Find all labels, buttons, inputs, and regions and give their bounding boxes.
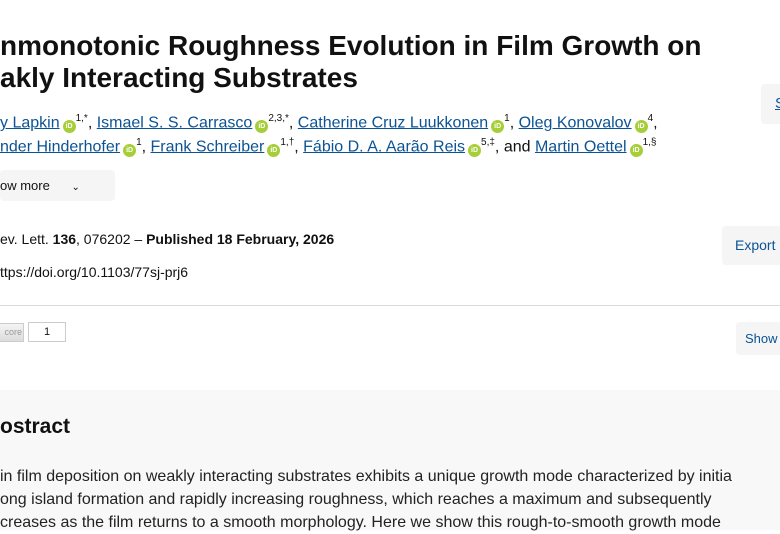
orcid-icon[interactable]: iD bbox=[491, 120, 505, 134]
volume: 136 bbox=[52, 231, 77, 247]
side-button-label: S bbox=[775, 95, 780, 112]
abstract-line: creases as the film returns to a smooth … bbox=[0, 514, 721, 531]
journal-name: ev. Lett. bbox=[0, 231, 49, 247]
author-link[interactable]: y Lapkin bbox=[0, 114, 60, 132]
orcid-icon[interactable]: iD bbox=[123, 144, 137, 158]
citation: ev. Lett. 136, 076202 – Published 18 Feb… bbox=[0, 231, 334, 247]
show-label: Show bbox=[745, 331, 778, 346]
affiliation-sup: 5,‡ bbox=[481, 137, 495, 148]
show-more-button[interactable]: ow more ⌄ bbox=[0, 170, 115, 201]
abstract-line: in film deposition on weakly interacting… bbox=[0, 468, 732, 485]
show-button[interactable]: Show bbox=[736, 322, 780, 355]
author-link[interactable]: Martin Oettel bbox=[534, 138, 627, 156]
affiliation-sup: 1 bbox=[136, 137, 142, 148]
show-more-label: ow more bbox=[0, 178, 50, 193]
chevron-down-icon: ⌄ bbox=[71, 182, 80, 193]
abstract-heading: ostract bbox=[0, 415, 71, 438]
published-date: Published 18 February, 2026 bbox=[146, 231, 335, 247]
affiliation-sup: 2,3,* bbox=[268, 113, 289, 124]
orcid-icon[interactable]: iD bbox=[629, 144, 643, 158]
author-link[interactable]: Catherine Cruz Luukkonen bbox=[297, 114, 489, 132]
altmetric-count[interactable]: 1 bbox=[28, 322, 66, 342]
authors-line-1: y Lapkin iD1,*, Ismael S. S. Carrasco iD2,… bbox=[0, 113, 658, 134]
orcid-icon[interactable]: iD bbox=[62, 120, 76, 134]
affiliation-sup: 1,§ bbox=[642, 137, 657, 148]
orcid-icon[interactable]: iD bbox=[634, 120, 648, 134]
authors-line-2: nder Hinderhofer iD1, Frank Schreiber iD1,… bbox=[0, 137, 657, 158]
article-number: , 076202 – bbox=[76, 231, 147, 247]
export-label: Export bbox=[735, 237, 776, 253]
orcid-icon[interactable]: iD bbox=[468, 144, 482, 158]
affiliation-sup: 4 bbox=[647, 113, 654, 124]
side-button-top[interactable]: S bbox=[761, 84, 780, 124]
abstract-line: ong island formation and rapidly increas… bbox=[0, 491, 712, 508]
article-title-line-1: nmonotonic Roughness Evolution in Film G… bbox=[0, 30, 702, 61]
affiliation-sup: 1,† bbox=[280, 137, 295, 148]
author-link[interactable]: nder Hinderhofer bbox=[0, 138, 121, 156]
article-title-line-2: akly Interacting Substrates bbox=[0, 62, 358, 93]
orcid-icon[interactable]: iD bbox=[255, 120, 269, 134]
author-link[interactable]: Frank Schreiber bbox=[150, 138, 265, 156]
doi-link[interactable]: ttps://doi.org/10.1103/77sj-prj6 bbox=[0, 264, 189, 280]
divider bbox=[0, 305, 780, 306]
export-button[interactable]: Export bbox=[722, 226, 780, 265]
affiliation-sup: 1,* bbox=[75, 113, 88, 124]
author-link[interactable]: Fábio D. A. Aarão Reis bbox=[303, 138, 466, 156]
affiliation-sup: 1 bbox=[504, 113, 510, 124]
author-link[interactable]: Ismael S. S. Carrasco bbox=[96, 114, 253, 132]
altmetric-score-label[interactable]: core bbox=[0, 323, 24, 342]
abstract-section bbox=[0, 390, 780, 530]
and-text: and bbox=[503, 138, 531, 156]
author-link[interactable]: Oleg Konovalov bbox=[518, 114, 632, 132]
orcid-icon[interactable]: iD bbox=[267, 144, 281, 158]
